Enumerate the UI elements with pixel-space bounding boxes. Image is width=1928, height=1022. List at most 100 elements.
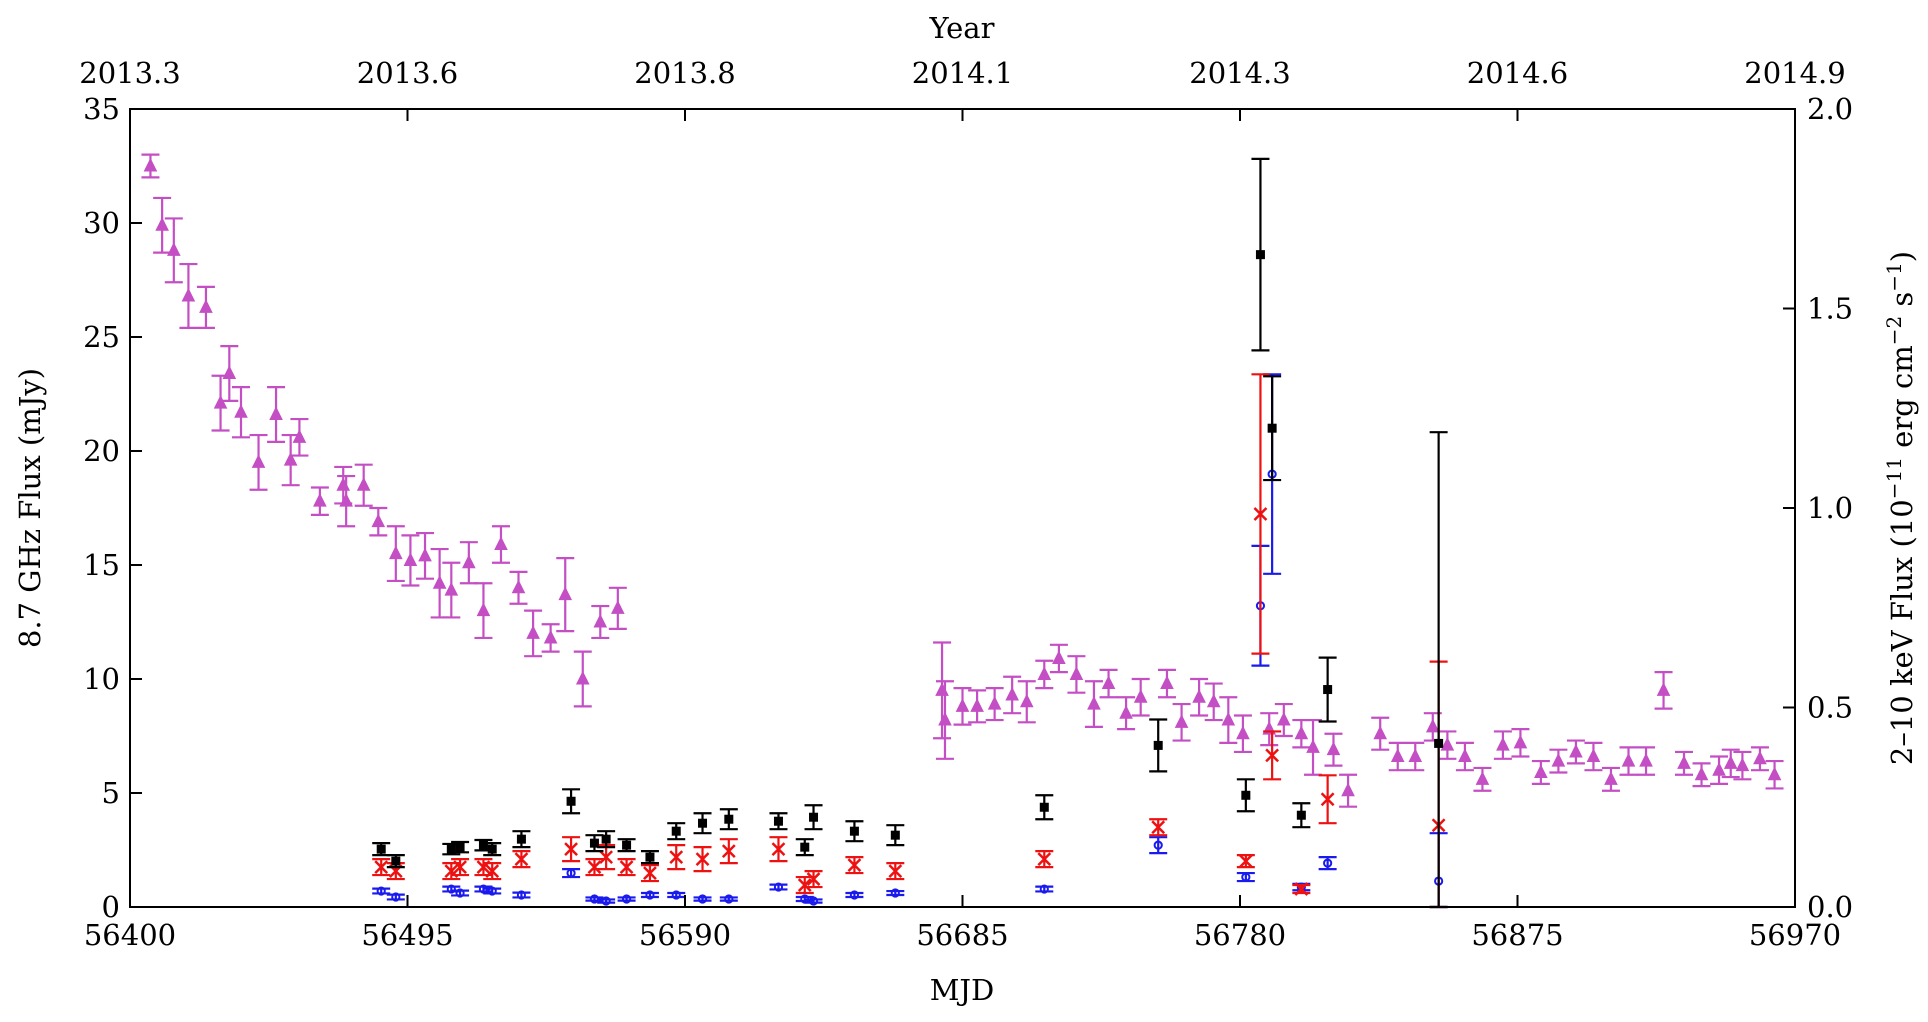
data-point — [1035, 659, 1054, 690]
data-point — [372, 842, 391, 857]
triangle-marker — [1440, 737, 1455, 751]
left-y-tick-label: 20 — [83, 434, 120, 468]
triangle-marker — [371, 513, 386, 528]
triangle-marker — [292, 429, 307, 443]
left-y-tick-label: 10 — [83, 662, 120, 696]
triangle-marker — [987, 695, 1002, 710]
circle-marker — [645, 890, 655, 900]
data-point — [1733, 750, 1752, 781]
data-point — [334, 465, 353, 505]
data-point — [1406, 741, 1425, 772]
data-point — [1251, 157, 1270, 352]
triangle-marker — [167, 242, 181, 256]
square-marker — [566, 796, 576, 806]
data-point — [693, 846, 712, 873]
top-x-tick-label: 2014.6 — [1467, 56, 1568, 90]
circle-marker — [516, 890, 527, 900]
x-marker-stroke — [453, 860, 467, 874]
square-marker — [1153, 740, 1163, 750]
triangle-marker — [1586, 748, 1601, 763]
triangle-marker — [1373, 725, 1388, 740]
triangle-marker — [462, 554, 476, 569]
x-axis-label: MJD — [930, 973, 995, 1007]
triangle-marker — [1192, 689, 1206, 703]
triangle-marker — [1496, 737, 1510, 751]
series-layer — [141, 153, 1784, 909]
data-point — [608, 586, 627, 630]
triangle-marker — [476, 602, 491, 617]
data-point — [249, 433, 268, 491]
triangle-marker — [155, 217, 169, 231]
data-point — [1263, 730, 1282, 781]
triangle-marker — [1767, 766, 1782, 781]
circle-marker — [601, 896, 611, 906]
triangle-marker — [593, 613, 608, 628]
data-point — [1260, 712, 1279, 747]
data-point — [845, 856, 864, 875]
data-point — [386, 854, 405, 869]
data-point — [483, 862, 502, 881]
circle-marker — [849, 890, 860, 900]
square-marker — [773, 816, 783, 826]
x-tick-label: 56685 — [916, 918, 1008, 952]
triangle-marker — [1639, 752, 1653, 767]
data-point — [886, 824, 905, 847]
x-marker-stroke — [695, 852, 710, 867]
data-point — [1637, 746, 1656, 776]
triangle-marker — [1069, 666, 1084, 680]
circle-marker — [1039, 884, 1049, 894]
data-point — [1236, 778, 1255, 813]
data-point — [1721, 748, 1740, 779]
triangle-marker — [418, 547, 432, 562]
data-point — [667, 822, 686, 841]
x-marker-stroke — [485, 864, 500, 878]
circle-marker — [376, 886, 386, 896]
top-x-tick-label: 2013.3 — [79, 56, 180, 90]
triangle-marker — [313, 493, 327, 507]
square-marker — [516, 834, 526, 844]
top-x-tick-label: 2014.3 — [1189, 56, 1290, 90]
triangle-marker — [339, 493, 353, 507]
triangle-marker — [938, 711, 952, 726]
triangle-marker — [1408, 748, 1423, 763]
circle-marker — [890, 888, 900, 898]
triangle-marker — [1753, 750, 1767, 765]
data-point — [769, 836, 788, 863]
x-marker-stroke — [643, 866, 657, 880]
x-marker-stroke — [1238, 854, 1253, 868]
data-point — [1292, 882, 1311, 896]
data-point — [640, 890, 659, 900]
data-point — [1654, 671, 1673, 710]
data-point — [401, 534, 420, 587]
triangle-marker — [213, 395, 228, 409]
triangle-marker — [1677, 755, 1691, 769]
x-tick-label: 56590 — [639, 918, 731, 952]
data-point — [640, 864, 659, 883]
right-y-label-exp1: −11 — [1882, 457, 1906, 499]
right-y-tick-label: 0.0 — [1807, 890, 1853, 924]
right-y-label-exp3: −1 — [1882, 262, 1906, 291]
data-point — [386, 892, 405, 902]
data-point — [1429, 431, 1448, 909]
data-point — [617, 894, 636, 904]
circle-marker — [1323, 858, 1333, 868]
circle-marker — [455, 888, 465, 898]
left-y-tick-label: 0 — [102, 890, 120, 924]
data-point — [985, 687, 1004, 722]
triangle-marker — [1425, 718, 1440, 733]
data-point — [1204, 682, 1223, 722]
data-point — [1765, 759, 1784, 790]
x-marker-stroke — [847, 858, 862, 872]
data-point — [1117, 696, 1136, 731]
triangle-marker — [336, 477, 351, 491]
square-marker — [800, 842, 810, 852]
square-marker — [589, 838, 599, 848]
data-point — [591, 604, 610, 640]
triangle-marker — [970, 698, 984, 712]
triangle-marker — [222, 365, 237, 379]
data-point — [1455, 741, 1474, 772]
triangle-marker — [935, 682, 949, 696]
data-point — [451, 888, 470, 898]
data-point — [562, 788, 581, 815]
